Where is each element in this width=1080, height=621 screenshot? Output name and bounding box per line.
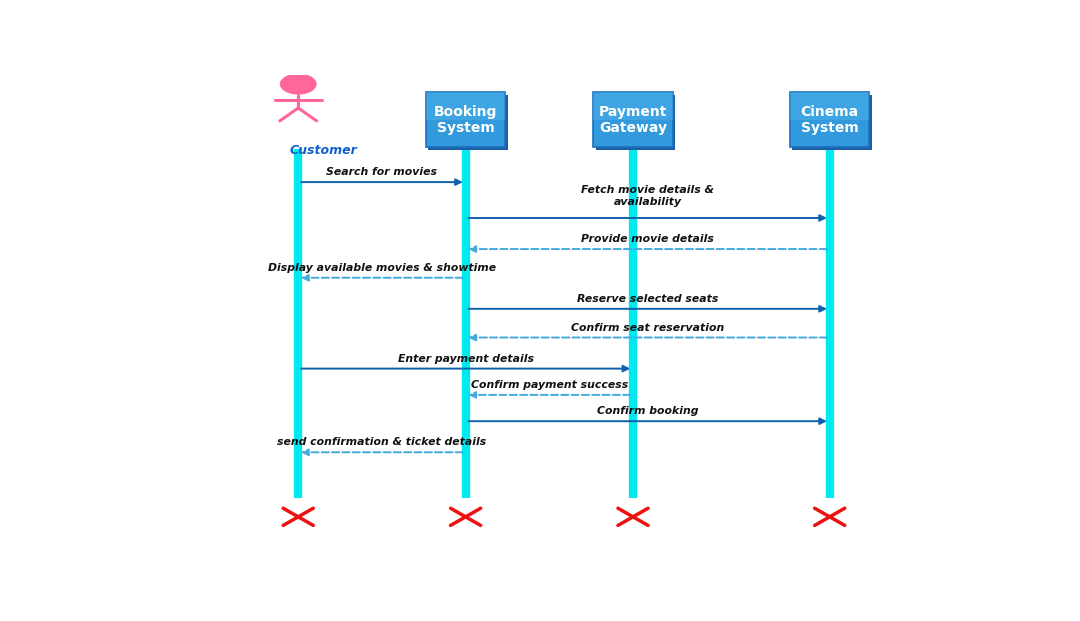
FancyBboxPatch shape [426,93,505,147]
FancyBboxPatch shape [596,95,675,150]
Text: Provide movie details: Provide movie details [581,234,714,244]
Text: Confirm seat reservation: Confirm seat reservation [571,323,725,333]
Text: Confirm payment success: Confirm payment success [471,380,627,390]
Text: Payment
Gateway: Payment Gateway [598,105,667,135]
Text: Booking
System: Booking System [434,105,497,135]
Text: Enter payment details: Enter payment details [397,354,534,364]
Text: Customer: Customer [289,144,357,157]
Text: Display available movies & showtime: Display available movies & showtime [268,263,496,273]
Text: Cinema
System: Cinema System [800,105,859,135]
Text: Reserve selected seats: Reserve selected seats [577,294,718,304]
Text: send confirmation & ticket details: send confirmation & ticket details [278,437,486,448]
Text: Search for movies: Search for movies [326,167,437,178]
FancyBboxPatch shape [593,93,673,120]
FancyBboxPatch shape [593,93,673,147]
FancyBboxPatch shape [426,93,505,120]
Text: Fetch movie details &
availability: Fetch movie details & availability [581,186,714,207]
FancyBboxPatch shape [429,95,508,150]
Circle shape [280,73,316,94]
FancyBboxPatch shape [793,95,872,150]
FancyBboxPatch shape [789,93,869,147]
FancyBboxPatch shape [789,93,869,120]
Text: Confirm booking: Confirm booking [597,406,699,417]
